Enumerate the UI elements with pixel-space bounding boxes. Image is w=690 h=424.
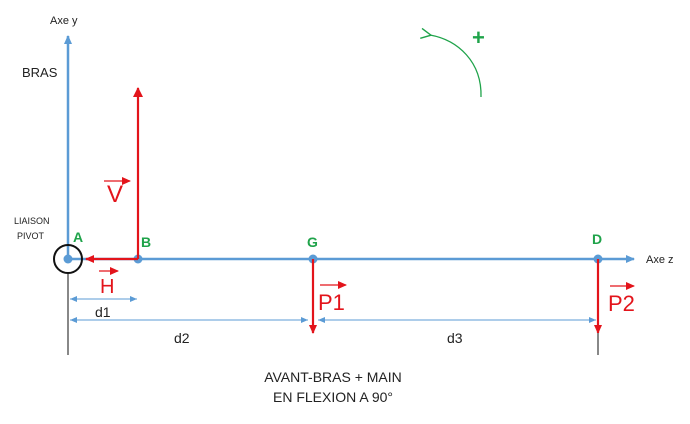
- force-p2-label: P2: [608, 291, 635, 316]
- dimension-d3-label: d3: [447, 330, 463, 346]
- caption-line2: EN FLEXION A 90°: [273, 389, 393, 405]
- point-a-label: A: [73, 229, 83, 245]
- rotation-direction-arrow: [430, 35, 482, 98]
- point-b-label: B: [141, 234, 151, 250]
- dimension-d2-label: d2: [174, 330, 190, 346]
- rotation-positive-sign: +: [472, 25, 485, 50]
- dimension-d1-label: d1: [95, 304, 111, 320]
- caption-line1: AVANT-BRAS + MAIN: [264, 369, 402, 385]
- point-g-label: G: [307, 234, 318, 250]
- liaison-label-line2: PIVOT: [17, 231, 45, 241]
- force-p1-label: P1: [318, 290, 345, 315]
- y-axis-label: Axe y: [50, 15, 78, 27]
- liaison-label-line1: LIAISON: [14, 216, 50, 226]
- bras-label: BRAS: [22, 65, 58, 80]
- force-h-label: H: [100, 276, 114, 298]
- z-axis-label: Axe z: [646, 254, 674, 266]
- force-v-label: V: [107, 181, 123, 208]
- point-d-label: D: [592, 231, 602, 247]
- point-a-dot: [63, 254, 73, 264]
